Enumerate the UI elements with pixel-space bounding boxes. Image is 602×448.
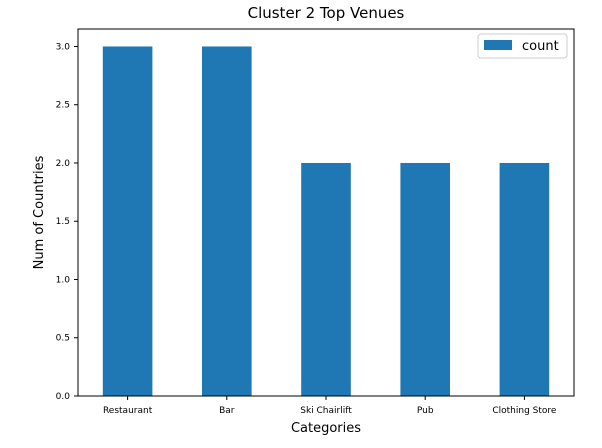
bar-clothing-store — [499, 162, 550, 396]
legend-swatch — [484, 40, 512, 50]
y-tick-label: 2.5 — [56, 101, 70, 111]
legend-label: count — [522, 39, 559, 54]
y-axis: 0.0 0.5 1.0 1.5 2.0 2.5 3.0 — [56, 42, 78, 402]
x-axis-label: Categories — [291, 421, 361, 436]
y-axis-label: Num of Countries — [32, 155, 47, 269]
legend: count — [477, 33, 568, 59]
bar-bar — [202, 46, 252, 396]
x-tick-label: Ski Chairlift — [300, 406, 352, 416]
y-tick-label: 0.0 — [56, 392, 71, 402]
y-tick-label: 1.0 — [56, 275, 71, 285]
plot-frame — [77, 28, 575, 397]
y-tick-label: 2.0 — [56, 159, 71, 169]
chart-title: Cluster 2 Top Venues — [248, 4, 405, 22]
x-tick-label: Clothing Store — [492, 406, 557, 416]
x-axis: Restaurant Bar Ski Chairlift Pub Clothing St… — [103, 396, 557, 416]
x-tick-label: Pub — [417, 406, 434, 416]
bar-ski-chairlift — [301, 162, 351, 396]
y-tick-label: 0.5 — [56, 334, 70, 344]
y-tick-label: 3.0 — [56, 42, 71, 52]
bar-pub — [400, 162, 450, 396]
x-tick-label: Restaurant — [103, 406, 153, 416]
bars — [102, 46, 550, 396]
x-tick-label: Bar — [219, 406, 235, 416]
y-tick-label: 1.5 — [56, 217, 70, 227]
bar-restaurant — [102, 46, 153, 396]
